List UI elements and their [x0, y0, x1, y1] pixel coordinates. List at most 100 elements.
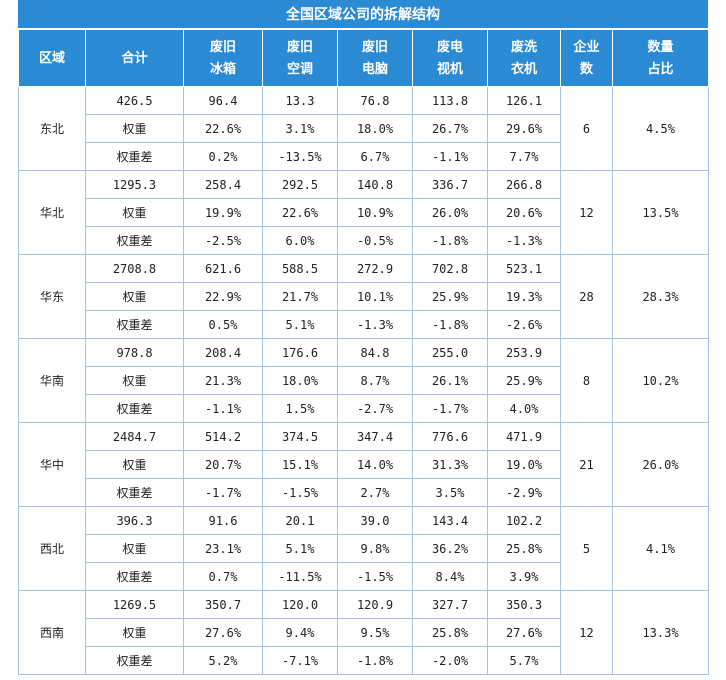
table-title: 全国区域公司的拆解结构: [18, 0, 708, 29]
value-cell: 471.9: [487, 422, 561, 451]
weight-row: 权重 27.6% 9.4% 9.5% 25.8% 27.6%: [19, 618, 709, 647]
header-text: 空调: [286, 61, 313, 76]
value-cell: 266.8: [487, 170, 561, 199]
total-cell: 396.3: [85, 506, 184, 535]
total-cell: 1269.5: [85, 590, 184, 619]
weight-label: 权重: [85, 366, 184, 395]
value-cell: 588.5: [262, 254, 338, 283]
value-cell: 350.7: [183, 590, 263, 619]
header-text: 视机: [436, 61, 463, 76]
diff-row: 权重差 0.2% -13.5% 6.7% -1.1% 7.7%: [19, 142, 709, 171]
value-cell: 176.6: [262, 338, 338, 367]
firms-cell: 8: [560, 338, 613, 423]
total-cell: 1295.3: [85, 170, 184, 199]
weight-cell: 25.8%: [412, 618, 488, 647]
share-cell: 4.1%: [612, 506, 709, 591]
value-cell: 514.2: [183, 422, 263, 451]
value-cell: 336.7: [412, 170, 488, 199]
table-wrap: 全国区域公司的拆解结构 区域 合计 废旧 冰箱 废旧 空调 废旧 电脑 废电 视机 废洗 衣机 企业数数…: [18, 0, 709, 675]
header-text: 废旧: [361, 39, 388, 54]
region-cell: 西南: [18, 590, 86, 675]
share-cell: 13.5%: [612, 170, 709, 255]
weight-cell: 9.4%: [262, 618, 338, 647]
weight-cell: 9.5%: [337, 618, 413, 647]
diff-cell: -1.8%: [412, 226, 488, 255]
value-cell: 102.2: [487, 506, 561, 535]
header-text: 数量: [647, 39, 674, 54]
weight-label: 权重: [85, 282, 184, 311]
share-cell: 26.0%: [612, 422, 709, 507]
diff-row: 权重差 5.2% -7.1% -1.8% -2.0% 5.7%: [19, 646, 709, 675]
weight-cell: 10.1%: [337, 282, 413, 311]
value-cell: 702.8: [412, 254, 488, 283]
weight-cell: 26.0%: [412, 198, 488, 227]
weight-cell: 29.6%: [487, 114, 561, 143]
firms-cell: 12: [560, 590, 613, 675]
header-cell: 废洗 衣机: [487, 29, 561, 87]
value-cell: 140.8: [337, 170, 413, 199]
diff-cell: 0.7%: [183, 562, 263, 591]
value-row: 西北 396.3 91.6 20.1 39.0 143.4 102.2 5 4.1%: [18, 506, 709, 591]
diff-cell: 2.7%: [337, 478, 413, 507]
value-cell: 272.9: [337, 254, 413, 283]
region-cell: 华东: [18, 254, 86, 339]
table-body: 东北 426.5 96.4 13.3 76.8 113.8 126.1 6 4.5% 权重 22.6…: [18, 86, 709, 675]
value-cell: 350.3: [487, 590, 561, 619]
weight-cell: 22.6%: [183, 114, 263, 143]
value-cell: 120.0: [262, 590, 338, 619]
weight-cell: 27.6%: [183, 618, 263, 647]
diff-row: 权重差 -1.7% -1.5% 2.7% 3.5% -2.9%: [19, 478, 709, 507]
diff-cell: -1.1%: [183, 394, 263, 423]
firms-cell: 28: [560, 254, 613, 339]
diff-cell: -2.6%: [487, 310, 561, 339]
weight-cell: 14.0%: [337, 450, 413, 479]
value-row: 西南 1269.5 350.7 120.0 120.9 327.7 350.3 12 13.3%: [18, 590, 709, 675]
diff-label: 权重差: [85, 226, 184, 255]
weight-cell: 18.0%: [262, 366, 338, 395]
header-cell: 废旧 电脑: [337, 29, 413, 87]
share-cell: 4.5%: [612, 86, 709, 171]
header-text: 占比: [647, 61, 674, 76]
weight-cell: 36.2%: [412, 534, 488, 563]
weight-cell: 18.0%: [337, 114, 413, 143]
region-cell: 华北: [18, 170, 86, 255]
diff-row: 权重差 -2.5% 6.0% -0.5% -1.8% -1.3%: [19, 226, 709, 255]
total-cell: 2484.7: [85, 422, 184, 451]
header-text: 合计: [121, 50, 148, 65]
weight-row: 权重 20.7% 15.1% 14.0% 31.3% 19.0%: [19, 450, 709, 479]
diff-label: 权重差: [85, 646, 184, 675]
diff-cell: -2.7%: [337, 394, 413, 423]
region-cell: 华南: [18, 338, 86, 423]
header-text: 废旧: [209, 39, 236, 54]
total-cell: 426.5: [85, 86, 184, 115]
header-text: 废电: [436, 39, 463, 54]
weight-row: 权重 22.6% 3.1% 18.0% 26.7% 29.6%: [19, 114, 709, 143]
weight-cell: 25.9%: [487, 366, 561, 395]
diff-cell: -2.9%: [487, 478, 561, 507]
firms-cell: 6: [560, 86, 613, 171]
weight-cell: 25.8%: [487, 534, 561, 563]
header-cell: 废旧 冰箱: [183, 29, 263, 87]
firms-cell: 5: [560, 506, 613, 591]
value-cell: 20.1: [262, 506, 338, 535]
region-cell: 东北: [18, 86, 86, 171]
diff-cell: -1.8%: [337, 646, 413, 675]
diff-label: 权重差: [85, 562, 184, 591]
weight-cell: 3.1%: [262, 114, 338, 143]
diff-cell: -1.3%: [487, 226, 561, 255]
weight-row: 权重 22.9% 21.7% 10.1% 25.9% 19.3%: [19, 282, 709, 311]
diff-label: 权重差: [85, 310, 184, 339]
weight-cell: 10.9%: [337, 198, 413, 227]
diff-cell: -2.0%: [412, 646, 488, 675]
value-cell: 253.9: [487, 338, 561, 367]
value-cell: 258.4: [183, 170, 263, 199]
value-cell: 113.8: [412, 86, 488, 115]
weight-cell: 25.9%: [412, 282, 488, 311]
value-cell: 13.3: [262, 86, 338, 115]
diff-cell: 6.7%: [337, 142, 413, 171]
diff-cell: 4.0%: [487, 394, 561, 423]
firms-cell: 12: [560, 170, 613, 255]
diff-cell: -1.7%: [183, 478, 263, 507]
value-cell: 347.4: [337, 422, 413, 451]
weight-cell: 20.7%: [183, 450, 263, 479]
